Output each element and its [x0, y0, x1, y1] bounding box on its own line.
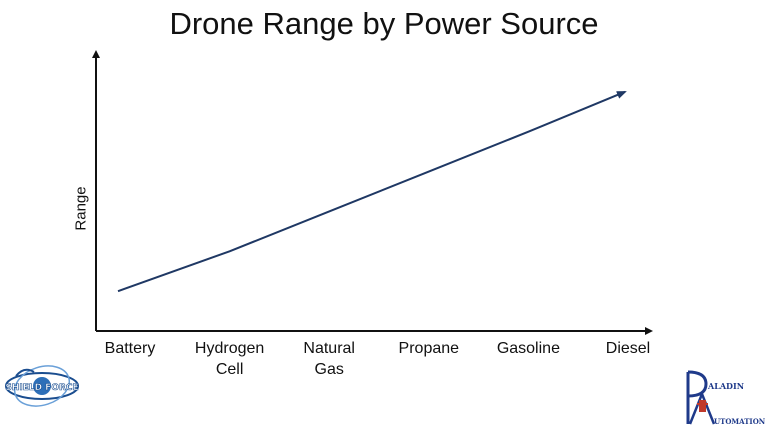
x-tick-label: Hydrogen Cell: [194, 340, 265, 378]
chart-title: Drone Range by Power Source: [169, 6, 599, 41]
y-axis-label: Range: [72, 186, 90, 231]
paladin-logo-text: ALADIN: [707, 381, 744, 391]
paladin-automation-logo: ALADIN UTOMATION: [686, 370, 766, 426]
x-tick-label: Battery: [104, 340, 156, 357]
x-tick-label: Diesel: [605, 340, 651, 357]
series-line: [117, 90, 627, 293]
automation-logo-text: UTOMATION: [714, 417, 766, 426]
x-tick-label: Natural Gas: [303, 340, 355, 378]
x-tick-label: Propane: [398, 340, 460, 357]
shield-force-logo-text: SHIELD FORCE: [5, 383, 78, 393]
shield-force-logo: SHIELD FORCE: [5, 365, 79, 407]
x-tick-label: Gasoline: [496, 340, 560, 357]
